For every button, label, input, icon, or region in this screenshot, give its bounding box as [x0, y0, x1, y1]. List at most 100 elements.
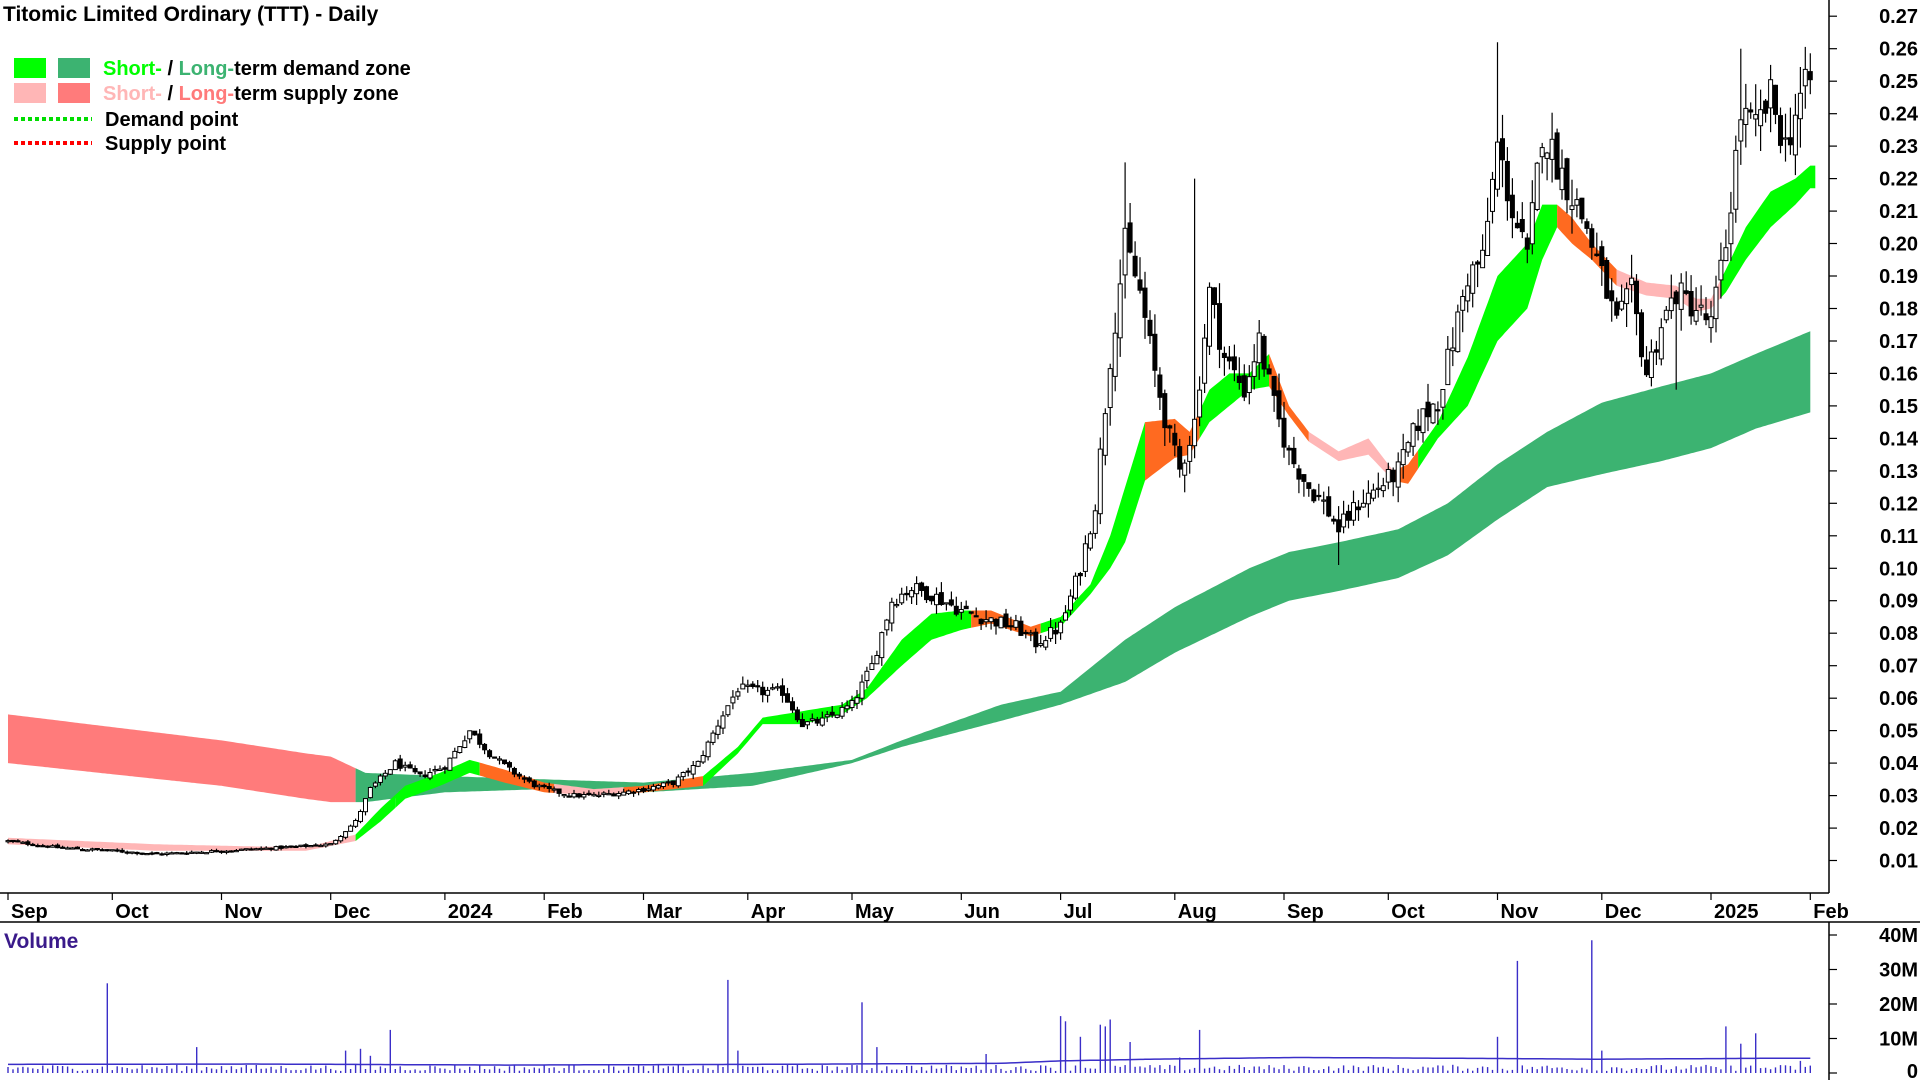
price-candle	[1063, 605, 1068, 621]
price-tick-label: 0.20	[1879, 234, 1918, 256]
price-candle	[1509, 178, 1515, 239]
price-candle	[1604, 257, 1610, 300]
price-candle	[680, 771, 686, 781]
price-candle	[859, 674, 865, 706]
price-candle	[55, 843, 61, 849]
price-candle	[422, 770, 428, 779]
price-candle	[725, 705, 731, 717]
price-candle	[1639, 309, 1644, 367]
short-term-supply-zone	[1616, 269, 1721, 312]
price-candle	[611, 792, 617, 797]
price-candle	[1678, 273, 1684, 331]
price-candle	[253, 847, 259, 851]
price-candle	[700, 750, 706, 764]
price-tick-label: 0.14	[1879, 428, 1919, 450]
price-candle	[1763, 99, 1769, 123]
price-tick-label: 0.05	[1879, 721, 1918, 743]
price-candle	[462, 735, 468, 749]
legend-supply-zone-text: term supply zone	[234, 83, 398, 105]
legend-short-label: Short-	[103, 83, 162, 105]
price-candle	[1619, 284, 1625, 312]
price-candle	[1519, 202, 1525, 239]
price-candle	[1385, 462, 1391, 490]
price-candle	[621, 788, 627, 796]
price-candle	[511, 766, 517, 778]
date-tick-label: Mar	[647, 901, 683, 923]
price-candle	[278, 845, 284, 851]
price-candle	[40, 843, 46, 848]
price-candle	[755, 680, 761, 693]
price-candle	[705, 740, 711, 761]
price-candle	[1534, 161, 1540, 212]
price-candle	[735, 687, 741, 700]
price-candle	[1490, 171, 1495, 224]
price-candle	[829, 706, 835, 718]
price-candle	[1033, 628, 1039, 654]
price-candle	[1336, 506, 1342, 565]
date-tick-label: 2025	[1714, 901, 1759, 923]
price-candle	[1187, 435, 1193, 474]
price-candle	[20, 841, 26, 844]
price-candle	[99, 848, 105, 852]
price-candle	[765, 686, 771, 703]
price-candle	[670, 780, 676, 788]
price-candle	[695, 760, 701, 768]
price-candle	[576, 793, 582, 799]
price-candle	[507, 760, 512, 772]
price-candle	[1246, 365, 1252, 405]
price-candle	[318, 843, 324, 848]
price-candle	[1127, 203, 1133, 254]
legend-swatch-long-supply	[58, 83, 90, 103]
price-candle	[1544, 151, 1550, 181]
volume-bars	[7, 940, 1812, 1073]
price-candle	[799, 713, 805, 728]
price-candle	[1410, 422, 1416, 456]
price-candle	[209, 849, 215, 853]
price-candle	[814, 716, 820, 726]
price-candle	[1271, 375, 1277, 412]
price-candle	[1231, 344, 1237, 382]
price-candle	[1341, 500, 1347, 534]
price-candle	[839, 702, 845, 719]
price-candle	[189, 850, 195, 854]
price-candle	[1738, 48, 1744, 165]
price-candle	[273, 845, 279, 851]
price-tick-label: 0.11	[1880, 526, 1918, 548]
price-candle	[1306, 482, 1312, 497]
date-tick-label: Aug	[1178, 901, 1217, 923]
price-y-axis: 0.01 0.02 0.03 0.04 0.05 0.06 0.07 0.08 0.09 0.10…	[1829, 6, 1919, 873]
price-candle	[1356, 500, 1361, 521]
price-candle	[1018, 616, 1024, 636]
date-tick-label: Feb	[547, 901, 583, 923]
price-candle	[1609, 278, 1615, 322]
price-candle	[914, 576, 920, 605]
date-tick-label: Oct	[1391, 901, 1425, 923]
price-candle	[1162, 389, 1168, 446]
price-candle	[129, 851, 135, 855]
price-candle	[1082, 535, 1088, 577]
price-tick-label: 0.01	[1879, 851, 1918, 873]
price-candle	[626, 789, 632, 795]
price-candle	[1500, 114, 1505, 188]
price-candle	[1733, 135, 1739, 223]
price-candle	[1445, 336, 1451, 386]
price-candle	[258, 846, 264, 851]
short-term-demand-zone	[1418, 204, 1558, 469]
price-candle	[1202, 324, 1208, 393]
price-candle	[1658, 318, 1664, 366]
volume-tick-label: 20M	[1879, 994, 1918, 1016]
chart-legend: Short- / Long-term demand zone Short- / …	[14, 58, 411, 155]
price-candle	[1778, 107, 1783, 154]
legend-demand-zone: Short- / Long-term demand zone	[14, 58, 411, 80]
price-candle	[238, 848, 244, 851]
price-candle	[1291, 436, 1297, 468]
volume-tick-label: 0	[1907, 1061, 1918, 1080]
price-candle	[432, 765, 438, 775]
price-candle	[487, 749, 493, 759]
price-candle	[154, 851, 160, 855]
price-candle	[353, 818, 359, 828]
price-candle	[139, 852, 145, 856]
date-tick-label: Feb	[1813, 901, 1849, 923]
price-candle	[467, 730, 473, 744]
price-candle	[293, 845, 299, 848]
